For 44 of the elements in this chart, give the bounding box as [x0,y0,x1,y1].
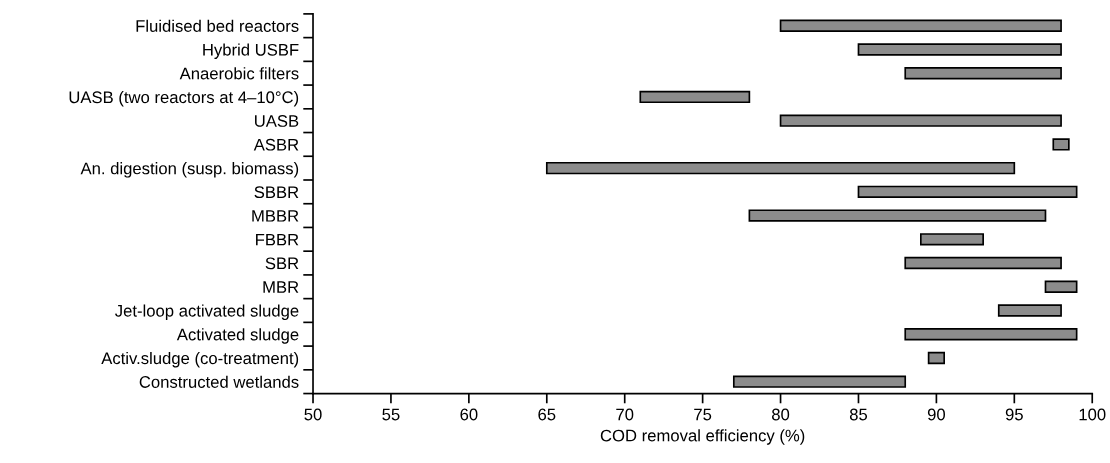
y-tick-label: MBR [263,281,299,293]
y-tick-label: Activ.sludge (co-treatment) [101,351,299,368]
y-tick-label: Fluidised bed reactors [136,19,299,32]
x-tick-label: 85 [849,408,868,421]
bar [857,185,1078,199]
bar [732,375,907,388]
y-tick-label: FBBR [256,233,299,246]
y-tick-label: Anaerobic filters [179,67,299,80]
bar [779,19,1062,32]
x-tick-label: 75 [694,408,712,421]
bar [779,114,1062,127]
bar [1044,280,1078,293]
x-tick-label: 70 [616,408,634,421]
y-tick-label: MBBR [252,210,299,222]
y-tick-label: SBR [265,257,299,270]
y-tick-label: UASB (two reactors at 4–10°C) [69,90,299,107]
x-axis-title: COD removal efficiency (%) [600,429,805,445]
bar [904,256,1062,270]
x-tick-label: 95 [1005,408,1023,421]
y-tick-label: ASBR [253,138,299,151]
y-tick-label: Constructed wetlands [139,375,299,388]
x-tick-label: 50 [304,408,322,421]
x-tick-label: 100 [1079,408,1106,421]
bar [919,233,984,246]
x-tick-label: 55 [382,408,400,421]
bar [1052,138,1070,151]
y-tick-label: An. digestion (susp. biomass) [80,162,299,178]
bar [927,351,946,365]
y-tick-label: SBBR [254,186,299,199]
bar [997,304,1062,317]
y-tick-label: UASB [255,115,299,127]
x-tick-label: 80 [772,408,790,421]
y-tick-label: Activated sludge [176,328,299,344]
bar [904,328,1078,341]
x-tick-label: 60 [460,408,478,421]
bar [545,161,1016,175]
bar [748,209,1047,222]
y-tick-label: Jet-loop activated sludge [115,304,299,320]
x-tick-label: 65 [538,408,556,421]
bar [857,43,1062,56]
x-tick-label: 90 [927,408,946,421]
bar [639,90,751,104]
bar [904,67,1062,80]
y-tick-label: Hybrid USBF [203,43,299,59]
